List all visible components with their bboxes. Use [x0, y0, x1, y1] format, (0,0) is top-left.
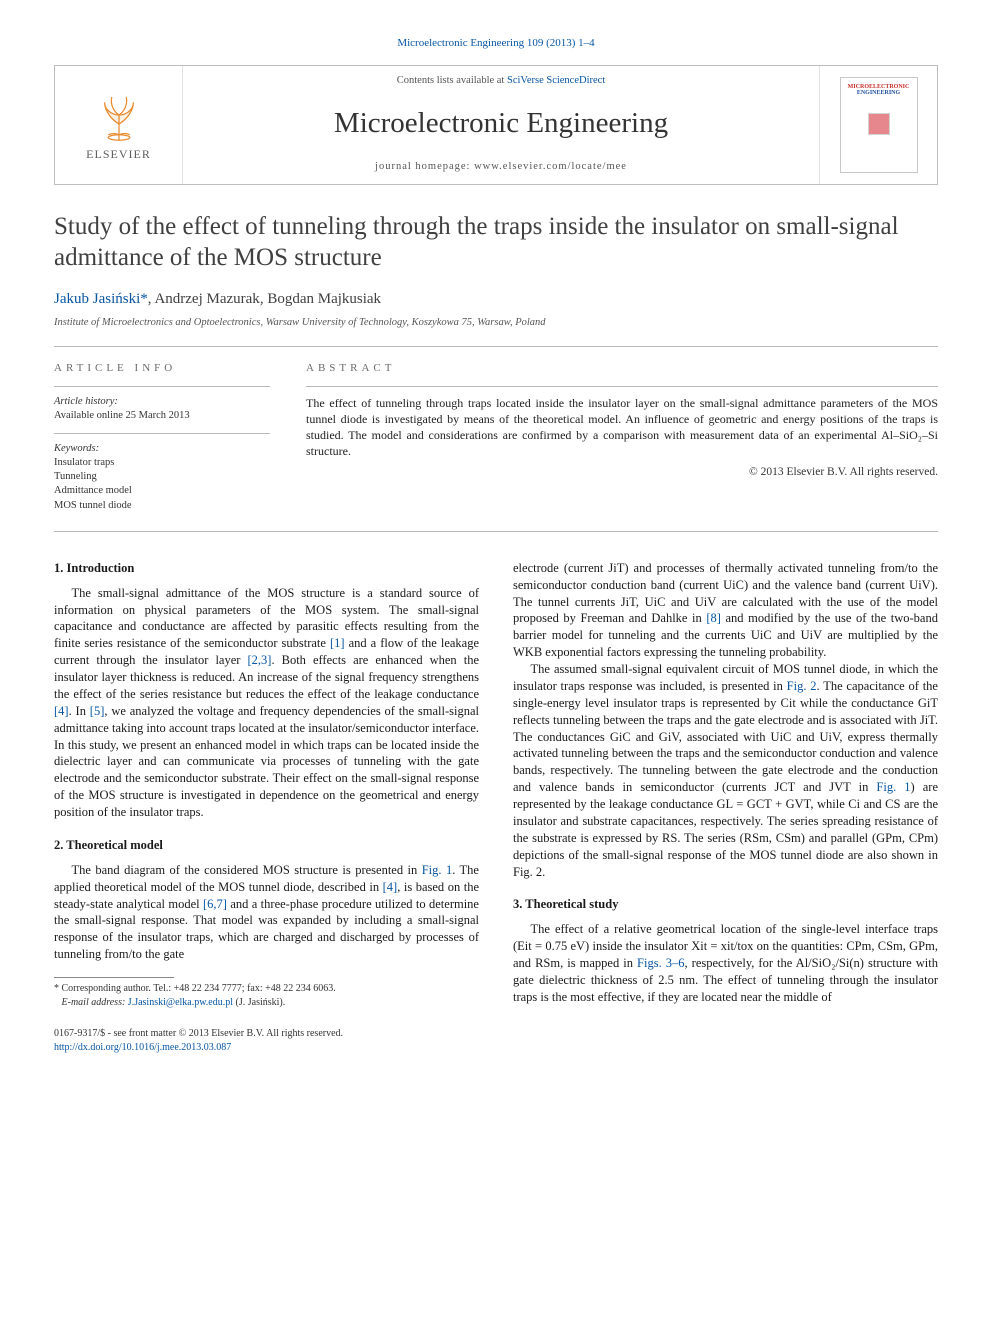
body-columns: 1. Introduction The small-signal admitta… [54, 560, 938, 1054]
section-1-para-1: The small-signal admittance of the MOS s… [54, 585, 479, 821]
footnote-email-link[interactable]: J.Jasinski@elka.pw.edu.pl [128, 997, 233, 1008]
author-1[interactable]: Jakub Jasiński [54, 291, 140, 307]
section-1-heading: 1. Introduction [54, 560, 479, 577]
affiliation: Institute of Microelectronics and Optoel… [54, 316, 938, 330]
front-matter-line: 0167-9317/$ - see front matter © 2013 El… [54, 1027, 479, 1041]
cover-title-line1: MICROELECTRONIC [848, 84, 910, 90]
citation-link[interactable]: [4] [54, 704, 69, 718]
history-value: Available online 25 March 2013 [54, 409, 270, 423]
publisher-logo-cell: ELSEVIER [55, 66, 183, 184]
divider-info-1 [54, 386, 270, 387]
journal-reference-header: Microelectronic Engineering 109 (2013) 1… [54, 36, 938, 51]
corresponding-footnote: * Corresponding author. Tel.: +48 22 234… [54, 982, 479, 1009]
article-info-block: ARTICLE INFO Article history: Available … [54, 361, 270, 513]
abstract-text: The effect of tunneling through traps lo… [306, 395, 938, 460]
article-title: Study of the effect of tunneling through… [54, 211, 938, 274]
author-3: Bogdan Majkusiak [267, 291, 381, 307]
homepage-url: www.elsevier.com/locate/mee [474, 161, 627, 172]
journal-name: Microelectronic Engineering [334, 104, 668, 143]
footnote-rule [54, 977, 174, 978]
keyword-3: Admittance model [54, 484, 270, 498]
doi-link[interactable]: http://dx.doi.org/10.1016/j.mee.2013.03.… [54, 1042, 231, 1053]
citation-link[interactable]: [5] [90, 704, 105, 718]
divider-bottom [54, 531, 938, 532]
citation-link[interactable]: Fig. 1 [876, 780, 910, 794]
cover-title: MICROELECTRONIC ENGINEERING [848, 78, 910, 97]
elsevier-tree-icon [92, 88, 146, 142]
citation-link[interactable]: Figs. 3–6 [637, 956, 684, 970]
section-2-para-2: The assumed small-signal equivalent circ… [513, 661, 938, 880]
keyword-2: Tunneling [54, 470, 270, 484]
citation-link[interactable]: [2,3] [247, 653, 271, 667]
journal-reference-link[interactable]: Microelectronic Engineering 109 (2013) 1… [397, 37, 594, 49]
article-meta-row: ARTICLE INFO Article history: Available … [54, 347, 938, 531]
section-3-heading: 3. Theoretical study [513, 896, 938, 913]
divider-info-2 [54, 433, 270, 434]
article-history: Article history: Available online 25 Mar… [54, 395, 270, 423]
journal-banner: ELSEVIER Contents lists available at Sci… [54, 65, 938, 185]
article-info-heading: ARTICLE INFO [54, 361, 270, 376]
column-right: electrode (current JiT) and processes of… [513, 560, 938, 1054]
contents-prefix: Contents lists available at [397, 75, 507, 86]
section-2-heading: 2. Theoretical model [54, 837, 479, 854]
citation-link[interactable]: [4] [383, 880, 398, 894]
journal-homepage-line: journal homepage: www.elsevier.com/locat… [375, 160, 627, 174]
footnote-text: Corresponding author. Tel.: +48 22 234 7… [59, 983, 336, 994]
keyword-1: Insulator traps [54, 456, 270, 470]
footnote-email-label: E-mail address: [62, 997, 128, 1008]
column-left: 1. Introduction The small-signal admitta… [54, 560, 479, 1054]
divider-abstract [306, 386, 938, 387]
abstract-block: ABSTRACT The effect of tunneling through… [306, 361, 938, 513]
abstract-heading: ABSTRACT [306, 361, 938, 376]
banner-center: Contents lists available at SciVerse Sci… [183, 66, 819, 184]
corresponding-marker-link[interactable]: * [140, 291, 148, 307]
front-matter-block: 0167-9317/$ - see front matter © 2013 El… [54, 1027, 479, 1054]
cover-title-line2: ENGINEERING [857, 90, 900, 96]
section-2-para-1-left: The band diagram of the considered MOS s… [54, 862, 479, 963]
sciencedirect-link[interactable]: SciVerse ScienceDirect [507, 75, 605, 86]
citation-link[interactable]: [8] [706, 611, 721, 625]
cover-thumbnail-cell: MICROELECTRONIC ENGINEERING [819, 66, 937, 184]
footnote-email-paren: (J. Jasiński). [233, 997, 285, 1008]
homepage-prefix: journal homepage: [375, 161, 474, 172]
keywords-label: Keywords: [54, 442, 270, 456]
cover-chip-icon [864, 109, 894, 139]
citation-link[interactable]: Fig. 2 [787, 679, 817, 693]
section-3-para-1: The effect of a relative geometrical loc… [513, 921, 938, 1005]
publisher-name: ELSEVIER [86, 146, 151, 162]
author-list: Jakub Jasiński*, Andrzej Mazurak, Bogdan… [54, 289, 938, 309]
author-2: Andrzej Mazurak [154, 291, 259, 307]
keywords-block: Keywords: Insulator traps Tunneling Admi… [54, 442, 270, 513]
history-label: Article history: [54, 395, 270, 409]
section-2-para-1-right: electrode (current JiT) and processes of… [513, 560, 938, 661]
contents-available-line: Contents lists available at SciVerse Sci… [397, 74, 605, 88]
page-root: Microelectronic Engineering 109 (2013) 1… [0, 0, 992, 1094]
abstract-copyright: © 2013 Elsevier B.V. All rights reserved… [306, 465, 938, 481]
citation-link[interactable]: [6,7] [203, 897, 227, 911]
citation-link[interactable]: [1] [330, 636, 345, 650]
citation-link[interactable]: Fig. 1 [422, 863, 453, 877]
keyword-4: MOS tunnel diode [54, 499, 270, 513]
cover-thumbnail: MICROELECTRONIC ENGINEERING [840, 77, 918, 173]
